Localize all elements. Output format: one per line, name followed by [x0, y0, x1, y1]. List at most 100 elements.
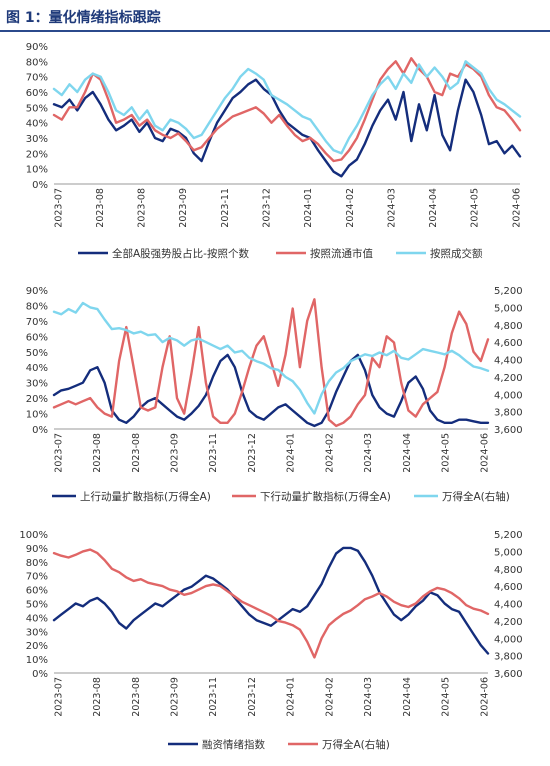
chart-1: 90% 80% 70% 60% 50% 40% 30% 20% 10% 0% 2023-07 2023… — [26, 42, 523, 260]
y2-tick-label: 4,400 — [494, 600, 523, 611]
y-tick-label: 40% — [26, 613, 48, 624]
x-tick-label: 2024-05 — [441, 677, 452, 717]
y-tick-label: 0% — [32, 669, 48, 680]
x-tick-label: 2024-02 — [324, 677, 335, 717]
y2-tick-label: 3,600 — [494, 669, 523, 680]
chart-3: 100% 90% 80% 70% 60% 50% 40% 30% 20% 10% 0% 5,200 5,… — [19, 530, 523, 751]
y2-tick-label: 5,200 — [494, 286, 523, 297]
y-tick-label: 60% — [26, 332, 48, 343]
x-tick-label: 2023-09 — [170, 677, 181, 717]
y2-tick-label: 4,800 — [494, 565, 523, 576]
y2-tick-label: 4,000 — [494, 390, 523, 401]
y-tick-label: 90% — [26, 286, 48, 297]
figure-header: 图 1：量化情绪指标跟踪 — [0, 0, 550, 32]
title-underline — [0, 30, 550, 32]
series-line-1 — [52, 78, 522, 178]
y-tick-label: 10% — [26, 165, 48, 176]
y-tick-label: 30% — [26, 134, 48, 145]
y2-tick-label: 4,000 — [494, 634, 523, 645]
x-tick-label: 2024-06 — [479, 677, 490, 717]
x-tick-label: 2024-01 — [303, 188, 314, 228]
x-tick-label: 2024-04 — [428, 188, 439, 228]
x-tick-label: 2023-08 — [137, 188, 148, 228]
y2-tick-label: 4,600 — [494, 338, 523, 349]
y-tick-label: 20% — [26, 149, 48, 160]
x-tick-label: 2023-08 — [92, 677, 103, 717]
figure-title: 图 1：量化情绪指标跟踪 — [6, 10, 161, 26]
y-tick-label: 40% — [26, 119, 48, 130]
y-tick-label: 50% — [26, 600, 48, 611]
y2-tick-label: 5,000 — [494, 547, 523, 558]
x-tick-label: 2023-12 — [262, 188, 273, 228]
legend-label: 上行动量扩散指标(万得全A) — [80, 490, 211, 503]
legend-label: 下行动量扩散指标(万得全A) — [260, 490, 391, 503]
x-tick-label: 2024-02 — [345, 188, 356, 228]
series-line-1 — [52, 546, 490, 655]
y-tick-label: 50% — [26, 103, 48, 114]
x-tick-label: 2023-09 — [170, 433, 181, 473]
y-tick-label: 60% — [26, 88, 48, 99]
x-tick-label: 2024-05 — [470, 188, 481, 228]
series-line-2 — [52, 298, 490, 428]
x-tick-label: 2023-08 — [131, 677, 142, 717]
series-line-2 — [52, 548, 490, 659]
y-tick-label: 30% — [26, 379, 48, 390]
y2-tick-label: 4,800 — [494, 321, 523, 332]
y-tick-label: 80% — [26, 301, 48, 312]
y-tick-label: 20% — [26, 394, 48, 405]
y-tick-label: 0% — [32, 180, 48, 191]
y-tick-label: 70% — [26, 317, 48, 328]
x-tick-label: 2023-12 — [247, 677, 258, 717]
x-tick-label: 2023-11 — [208, 433, 219, 473]
x-tick-label: 2024-03 — [363, 677, 374, 717]
y2-tick-label: 3,800 — [494, 652, 523, 663]
y-tick-label: 0% — [32, 425, 48, 436]
x-tick-label: 2024-06 — [479, 433, 490, 473]
x-tick-label: 2023-12 — [247, 433, 258, 473]
y-tick-label: 20% — [26, 641, 48, 652]
x-tick-label: 2023-11 — [220, 188, 231, 228]
x-tick-label: 2024-03 — [363, 433, 374, 473]
series-line-2 — [52, 57, 522, 163]
y-tick-label: 90% — [26, 42, 48, 53]
x-tick-label: 2023-08 — [131, 433, 142, 473]
y-tick-label: 10% — [26, 410, 48, 421]
y-tick-label: 10% — [26, 655, 48, 666]
x-tick-label: 2024-01 — [286, 677, 297, 717]
x-tick-label: 2024-03 — [386, 188, 397, 228]
series-line-1 — [52, 353, 490, 428]
x-tick-label: 2023-08 — [92, 433, 103, 473]
legend-label: 全部A股强势股占比-按照个数 — [112, 247, 249, 260]
chart-2: 90% 80% 70% 60% 50% 40% 30% 20% 10% 0% 5,200 5,000 4… — [26, 286, 523, 503]
legend-label: 万得全A(右轴) — [322, 738, 390, 751]
x-tick-label: 2024-04 — [402, 677, 413, 717]
y2-tick-label: 5,000 — [494, 303, 523, 314]
y2-tick-label: 4,600 — [494, 582, 523, 593]
legend-label: 融资情绪指数 — [202, 738, 265, 751]
y-tick-label: 60% — [26, 586, 48, 597]
y-tick-label: 50% — [26, 348, 48, 359]
x-tick-label: 2023-11 — [208, 677, 219, 717]
x-tick-label: 2023-07 — [53, 677, 64, 717]
y2-tick-label: 4,400 — [494, 356, 523, 367]
legend-label: 按照流通市值 — [310, 247, 373, 260]
x-tick-label: 2023-09 — [178, 188, 189, 228]
y2-tick-label: 5,200 — [494, 530, 523, 541]
y-tick-label: 80% — [26, 57, 48, 68]
x-tick-label: 2024-04 — [402, 433, 413, 473]
x-tick-label: 2023-08 — [95, 188, 106, 228]
y-tick-label: 100% — [19, 530, 48, 541]
x-tick-label: 2024-05 — [441, 433, 452, 473]
x-tick-label: 2024-06 — [511, 188, 522, 228]
y-tick-label: 90% — [26, 544, 48, 555]
y2-tick-label: 4,200 — [494, 617, 523, 628]
series-line-3 — [52, 301, 490, 415]
y-tick-label: 80% — [26, 558, 48, 569]
y2-tick-label: 3,600 — [494, 425, 523, 436]
y-tick-label: 70% — [26, 572, 48, 583]
y-tick-label: 40% — [26, 363, 48, 374]
y-tick-label: 30% — [26, 627, 48, 638]
y2-tick-label: 4,200 — [494, 373, 523, 384]
series-line-3 — [52, 60, 522, 155]
legend-label: 按照成交额 — [430, 247, 483, 260]
